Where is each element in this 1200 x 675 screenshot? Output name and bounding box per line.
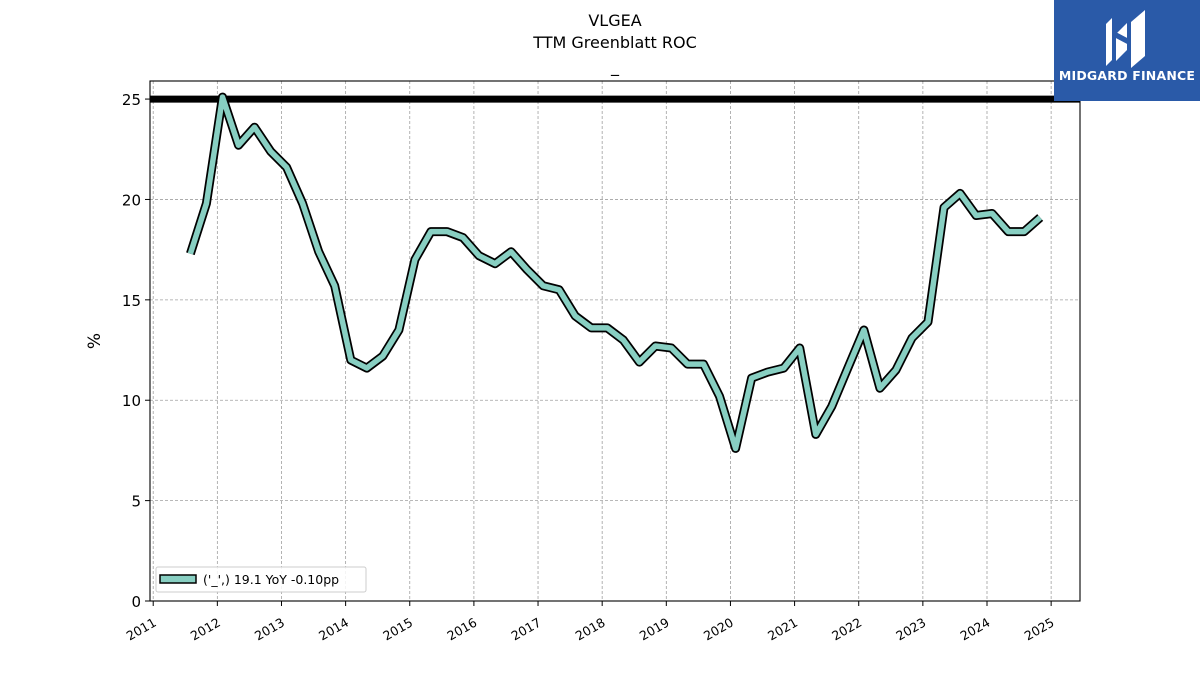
chart-subtitle: TTM Greenblatt ROC (533, 33, 697, 52)
x-tick-label: 2020 (701, 615, 736, 644)
series-line (187, 94, 1043, 452)
y-tick-label: 0 (131, 593, 141, 611)
y-tick-label: 20 (122, 191, 141, 209)
x-axis: 2011 2012 2013 2014 2015 2016 2017 2018 2019 2020… (124, 601, 1057, 644)
legend-box (155, 566, 367, 593)
y-tick-label: 15 (122, 292, 141, 310)
series-group (186, 92, 1044, 453)
x-tick-label: 2023 (893, 615, 928, 644)
legend-label: ('_',) 19.1 YoY -0.10pp (203, 572, 339, 587)
legend: ('_',) 19.1 YoY -0.10pp (155, 566, 367, 593)
x-tick-label: 2014 (316, 615, 351, 644)
x-tick-label: 2019 (637, 615, 672, 644)
y-tick-label: 10 (122, 392, 141, 410)
x-tick-label: 2018 (573, 615, 608, 644)
x-tick-label: 2024 (957, 615, 992, 644)
y-axis-label: % (85, 333, 105, 349)
x-tick-label: 2012 (188, 615, 223, 644)
x-tick-label: 2017 (508, 615, 543, 644)
series-line-outline (186, 92, 1044, 453)
chart-subtitle-2: _ (611, 57, 619, 76)
y-axis: 0 5 10 15 20 25 (122, 91, 150, 611)
x-tick-label: 2011 (124, 615, 159, 644)
x-tick-label: 2022 (829, 615, 864, 644)
y-tick-label: 25 (122, 91, 141, 109)
chart-title: VLGEA (588, 11, 642, 30)
legend-swatch (159, 574, 197, 584)
brand-logo: MIDGARD FINANCE (1054, 0, 1200, 101)
brand-logo-text: MIDGARD FINANCE (1058, 68, 1196, 83)
x-tick-label: 2016 (444, 615, 479, 644)
x-tick-label: 2013 (252, 615, 287, 644)
midgard-m-logo-icon (1106, 10, 1145, 68)
x-tick-label: 2015 (380, 615, 415, 644)
grid-lines (150, 81, 1080, 602)
x-tick-label: 2025 (1022, 615, 1057, 644)
x-tick-label: 2021 (765, 615, 800, 644)
plot-frame (149, 80, 1081, 602)
y-tick-label: 5 (131, 493, 141, 511)
